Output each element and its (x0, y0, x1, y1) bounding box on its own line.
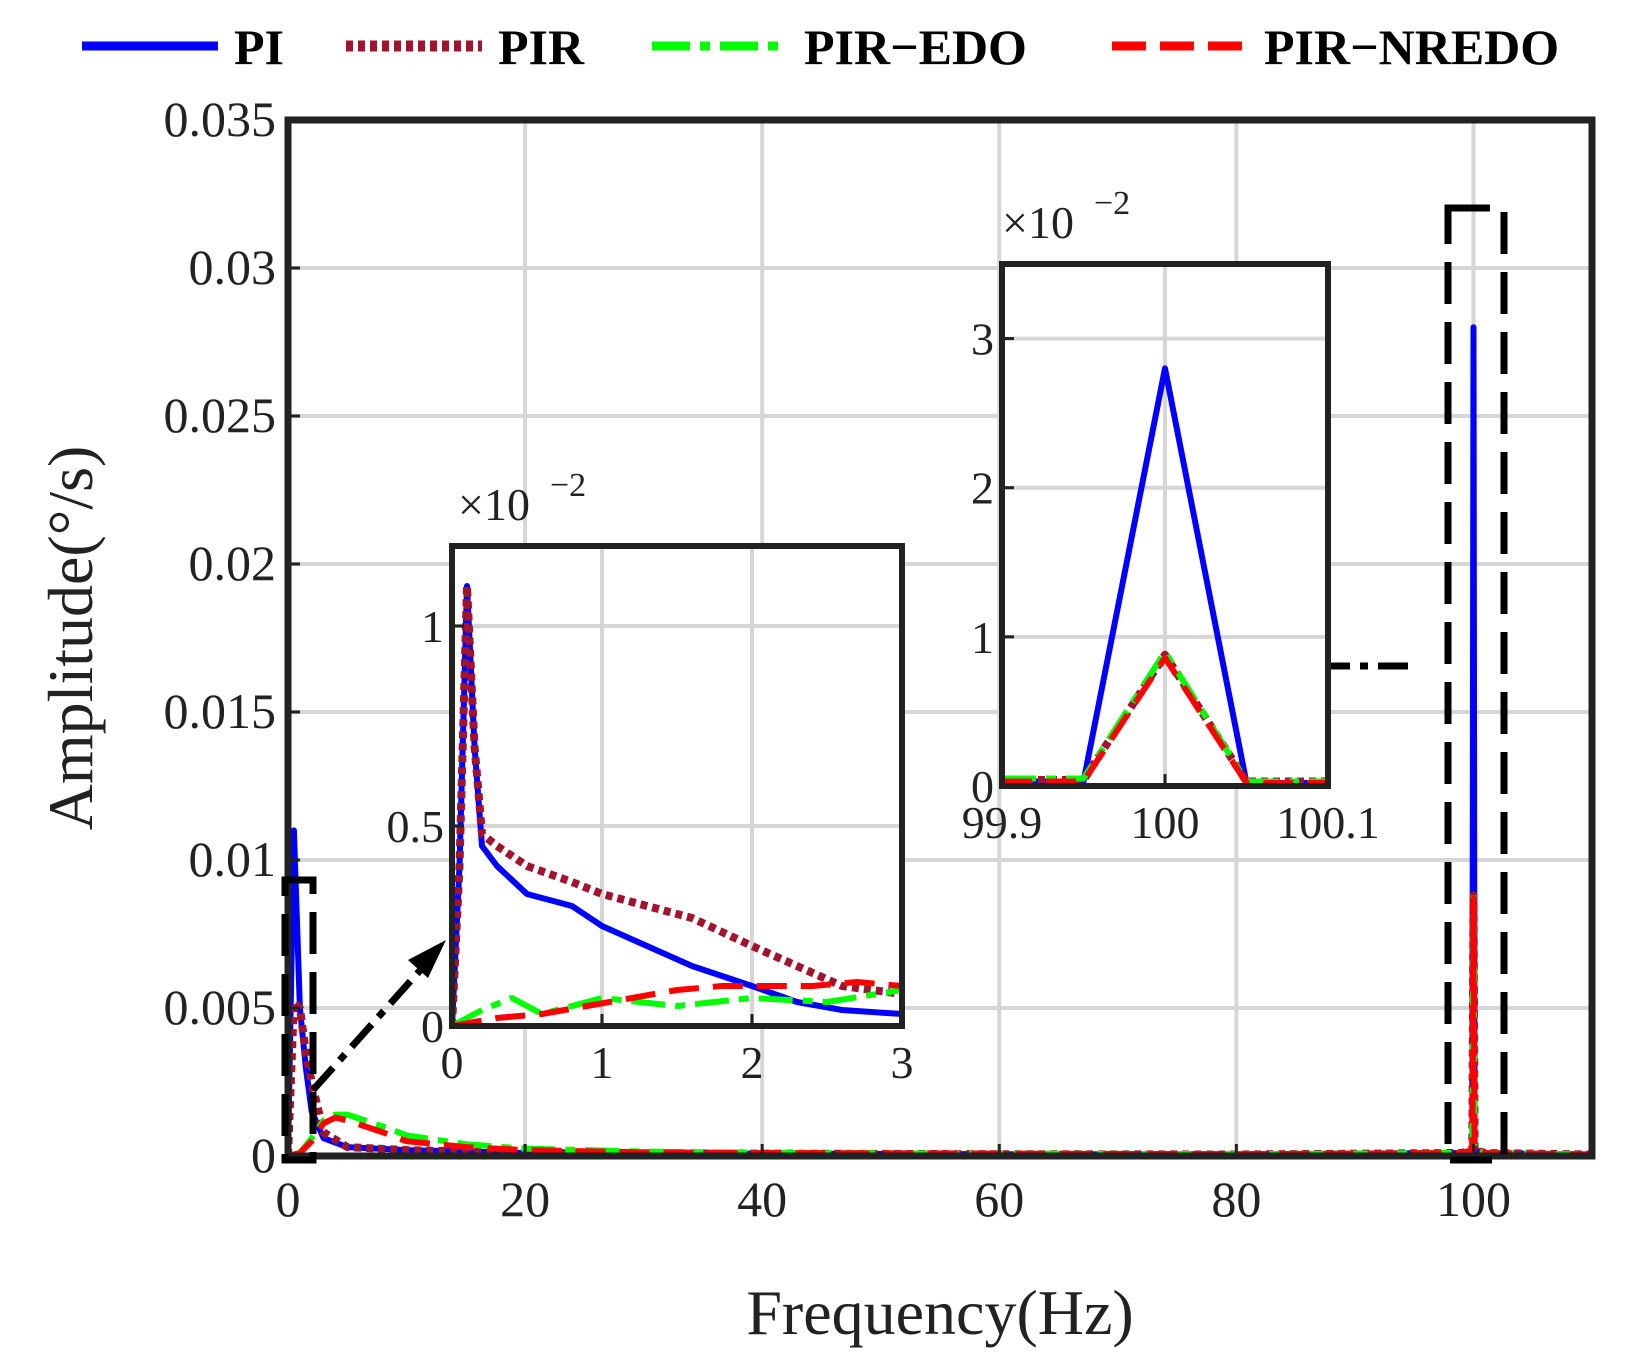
inset-low-multiplier: ×10 −2 (458, 467, 586, 530)
inset-low-multiplier-exponent: −2 (550, 467, 586, 504)
main-xtick-label-4: 80 (1211, 1171, 1261, 1227)
inset-low-ytick-label-0: 0 (421, 1001, 444, 1052)
main-xtick-label-0: 0 (276, 1171, 301, 1227)
legend-label-pir: PIR (498, 19, 585, 75)
zoom-box-100hz (1444, 204, 1508, 1164)
inset-low-frame (449, 543, 905, 1029)
legend: PI PIR PIR−EDO PIR−NREDO (82, 19, 1559, 75)
main-ytick-label-2: 0.01 (189, 831, 277, 887)
inset-100-multiplier-exponent: −2 (1094, 185, 1130, 222)
legend-label-pi: PI (234, 19, 284, 75)
main-frame (284, 116, 1596, 1160)
main-ytick-label-0: 0 (251, 1127, 276, 1183)
main-ytick-label-5: 0.025 (164, 387, 277, 443)
inset-100-multiplier: ×10 −2 (1002, 185, 1130, 248)
inset-low-ytick-label-1: 0.5 (387, 801, 445, 852)
main-xlabel: Frequency(Hz) (746, 1277, 1133, 1348)
inset-low-xtick-label-1: 1 (591, 1037, 614, 1088)
main-ytick-label-6: 0.03 (189, 239, 277, 295)
zoom-box-low-frequency (281, 876, 317, 1164)
inset-low-plot-area (452, 546, 902, 1026)
inset-low-series-pir (452, 582, 902, 1026)
legend-entry-pi: PI (82, 19, 284, 75)
inset-low-xtick-label-2: 2 (741, 1037, 764, 1088)
inset-100-ytick-label-3: 3 (971, 314, 994, 365)
inset-100-xtick-label-2: 100.1 (1276, 797, 1380, 848)
legend-label-pir-edo: PIR−EDO (804, 19, 1027, 75)
main-ytick-label-4: 0.02 (189, 535, 277, 591)
inset-low-series-pir-edo (452, 987, 902, 1026)
inset-100-xtick-label-1: 100 (1131, 797, 1200, 848)
inset-low-xtick-label-3: 3 (891, 1037, 914, 1088)
legend-label-pir-nredo: PIR−NREDO (1264, 19, 1559, 75)
inset-low-multiplier-base: ×10 (458, 479, 530, 530)
main-ytick-label-1: 0.005 (164, 979, 277, 1035)
zoom-arrow-low-frequency (310, 963, 427, 1093)
main-ytick-label-3: 0.015 (164, 683, 277, 739)
legend-entry-pir-nredo: PIR−NREDO (1112, 19, 1559, 75)
zoom-arrowhead-low-frequency (408, 940, 446, 978)
inset-100-ytick-label-0: 0 (971, 761, 994, 812)
main-xtick-label-3: 60 (974, 1171, 1024, 1227)
inset-100hz-chart: 99.9 100 100.1 0 1 2 3 (962, 261, 1380, 848)
inset-low-frequency-chart: 0 1 2 3 0 0.5 1 (387, 543, 914, 1088)
inset-100-xtick-label-0: 99.9 (962, 797, 1043, 848)
main-series-pir-nredo (288, 895, 1592, 1156)
main-xtick-label-1: 20 (500, 1171, 550, 1227)
main-ylabel: Amplitude(°/s) (35, 446, 106, 831)
inset-low-ytick-label-2: 1 (421, 601, 444, 652)
main-xtick-label-2: 40 (737, 1171, 787, 1227)
inset-low-xtick-label-0: 0 (441, 1037, 464, 1088)
main-ytick-label-7: 0.035 (164, 91, 277, 147)
inset-low-series-group (452, 582, 902, 1026)
inset-100-multiplier-base: ×10 (1002, 197, 1074, 248)
legend-entry-pir: PIR (346, 19, 585, 75)
inset-low-series-pir-nredo (452, 979, 902, 1026)
inset-100-ytick-label-1: 1 (971, 612, 994, 663)
main-xtick-label-5: 100 (1436, 1171, 1511, 1227)
legend-entry-pir-edo: PIR−EDO (652, 19, 1027, 75)
inset-100-ytick-label-2: 2 (971, 463, 994, 514)
